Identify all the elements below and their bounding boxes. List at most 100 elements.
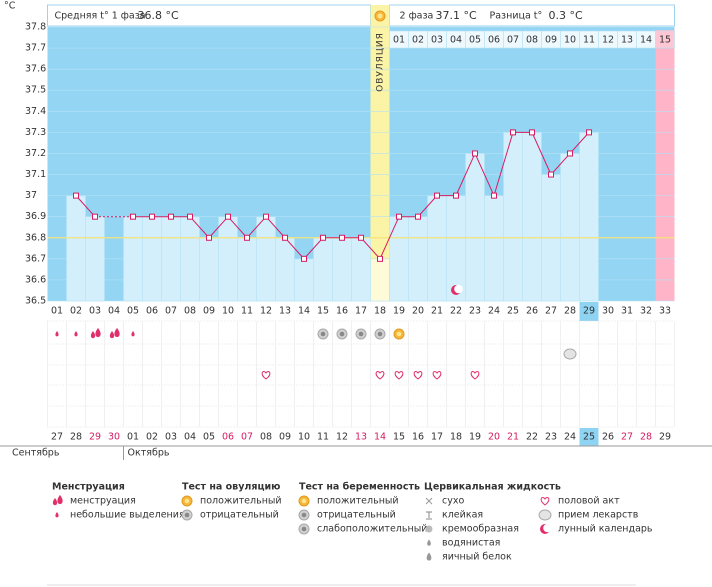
drop-icon bbox=[90, 331, 96, 339]
phase1-value: 36.8 °C bbox=[138, 9, 179, 22]
heart-icon bbox=[540, 497, 550, 506]
today-highlight bbox=[579, 302, 599, 321]
cycle-day: 27 bbox=[545, 306, 557, 317]
calendar-date: 30 bbox=[108, 432, 120, 443]
temperature-bar bbox=[123, 216, 143, 302]
cycle-day: 12 bbox=[260, 306, 272, 317]
temperature-bar bbox=[332, 237, 352, 302]
temperature-bar bbox=[142, 216, 162, 302]
y-tick-label: 36.5 bbox=[25, 296, 46, 307]
legend-title: Тест на овуляцию bbox=[182, 482, 280, 493]
phase2-day: 12 bbox=[602, 35, 614, 46]
moon-shade bbox=[454, 284, 463, 294]
drop-icon bbox=[426, 552, 432, 561]
temperature-point bbox=[244, 234, 250, 241]
temperature-point bbox=[434, 192, 440, 199]
test-icon-core bbox=[301, 512, 307, 518]
calendar-date: 21 bbox=[507, 432, 519, 443]
cycle-day: 33 bbox=[659, 306, 671, 317]
y-tick-label: 36.8 bbox=[25, 232, 46, 243]
temperature-point bbox=[510, 129, 516, 136]
heart-icon bbox=[394, 371, 404, 380]
cycle-day: 26 bbox=[526, 306, 538, 317]
temperature-point bbox=[130, 213, 136, 220]
cycle-day: 17 bbox=[355, 306, 367, 317]
cycle-day: 29 bbox=[583, 306, 595, 317]
temperature-bar bbox=[389, 216, 409, 302]
next-cycle-column bbox=[655, 30, 675, 301]
dry-icon bbox=[425, 497, 433, 505]
y-tick-label: 36.7 bbox=[25, 253, 46, 264]
y-tick-label: 37.7 bbox=[25, 43, 46, 54]
drop-icon bbox=[427, 539, 431, 546]
y-tick-label: 37.8 bbox=[25, 22, 46, 33]
calendar-date: 15 bbox=[393, 432, 405, 443]
drop-icon bbox=[55, 512, 59, 518]
temperature-bar bbox=[313, 237, 333, 302]
calendar-date: 10 bbox=[298, 432, 310, 443]
phase2-day: 03 bbox=[431, 35, 443, 46]
heart-icon bbox=[470, 371, 480, 380]
test-icon-core bbox=[339, 331, 345, 337]
drop-icon bbox=[95, 328, 101, 337]
calendar-date: 09 bbox=[279, 432, 291, 443]
calendar-date: 29 bbox=[659, 432, 671, 443]
calendar-date: 14 bbox=[374, 432, 386, 443]
test-icon-core bbox=[377, 331, 383, 337]
legend-item: лунный календарь bbox=[558, 524, 653, 535]
calendar-date: 23 bbox=[545, 432, 557, 443]
legend-title: Менструация bbox=[52, 482, 125, 493]
temperature-bar bbox=[522, 132, 542, 302]
test-icon-core bbox=[184, 512, 190, 518]
sticky-icon bbox=[426, 511, 432, 520]
temperature-point bbox=[339, 234, 345, 241]
temperature-point bbox=[586, 129, 592, 136]
legend-item: сухо bbox=[442, 496, 464, 507]
temperature-point bbox=[453, 192, 459, 199]
y-tick-label: 37.6 bbox=[25, 64, 46, 75]
phase2-day: 13 bbox=[621, 35, 633, 46]
ovulation-column bbox=[370, 5, 390, 301]
y-tick-label: 37.3 bbox=[25, 127, 46, 138]
temperature-point bbox=[320, 234, 326, 241]
legend-item: отрицательный bbox=[200, 510, 279, 521]
cycle-day: 23 bbox=[469, 306, 481, 317]
diff-label: Разница t° bbox=[490, 11, 543, 22]
temperature-point bbox=[415, 213, 421, 220]
test-icon-core bbox=[301, 498, 307, 504]
temperature-point bbox=[187, 213, 193, 220]
calendar-date: 28 bbox=[70, 432, 82, 443]
cycle-day: 07 bbox=[165, 306, 177, 317]
temperature-bar bbox=[237, 237, 257, 302]
calendar-date: 05 bbox=[203, 432, 215, 443]
phase2-day: 01 bbox=[393, 35, 405, 46]
temperature-bar bbox=[484, 195, 504, 302]
ovulation-icon-core bbox=[377, 13, 383, 19]
legend-item: положительный bbox=[317, 496, 399, 507]
legend-title: Цервикальная жидкость bbox=[424, 482, 561, 493]
temperature-bar bbox=[85, 216, 105, 302]
temperature-point bbox=[92, 213, 98, 220]
cycle-day: 13 bbox=[279, 306, 291, 317]
temperature-point bbox=[301, 255, 307, 262]
calendar-date: 17 bbox=[431, 432, 443, 443]
temperature-point bbox=[149, 213, 155, 220]
calendar-date: 26 bbox=[602, 432, 614, 443]
temperature-point bbox=[263, 213, 269, 220]
cycle-day: 09 bbox=[203, 306, 215, 317]
calendar-date: 04 bbox=[184, 432, 196, 443]
temperature-bar bbox=[427, 195, 447, 302]
cycle-day: 25 bbox=[507, 306, 519, 317]
calendar-date: 12 bbox=[336, 432, 348, 443]
temperature-bar bbox=[180, 216, 200, 302]
cycle-day: 15 bbox=[317, 306, 329, 317]
temperature-point bbox=[206, 234, 212, 241]
y-tick-label: 37.5 bbox=[25, 85, 46, 96]
calendar-date: 29 bbox=[89, 432, 101, 443]
temperature-bar bbox=[465, 153, 485, 302]
temperature-bar bbox=[351, 237, 371, 302]
y-tick-label: 37 bbox=[25, 190, 37, 201]
phase2-day: 08 bbox=[526, 35, 538, 46]
cycle-day: 02 bbox=[70, 306, 82, 317]
